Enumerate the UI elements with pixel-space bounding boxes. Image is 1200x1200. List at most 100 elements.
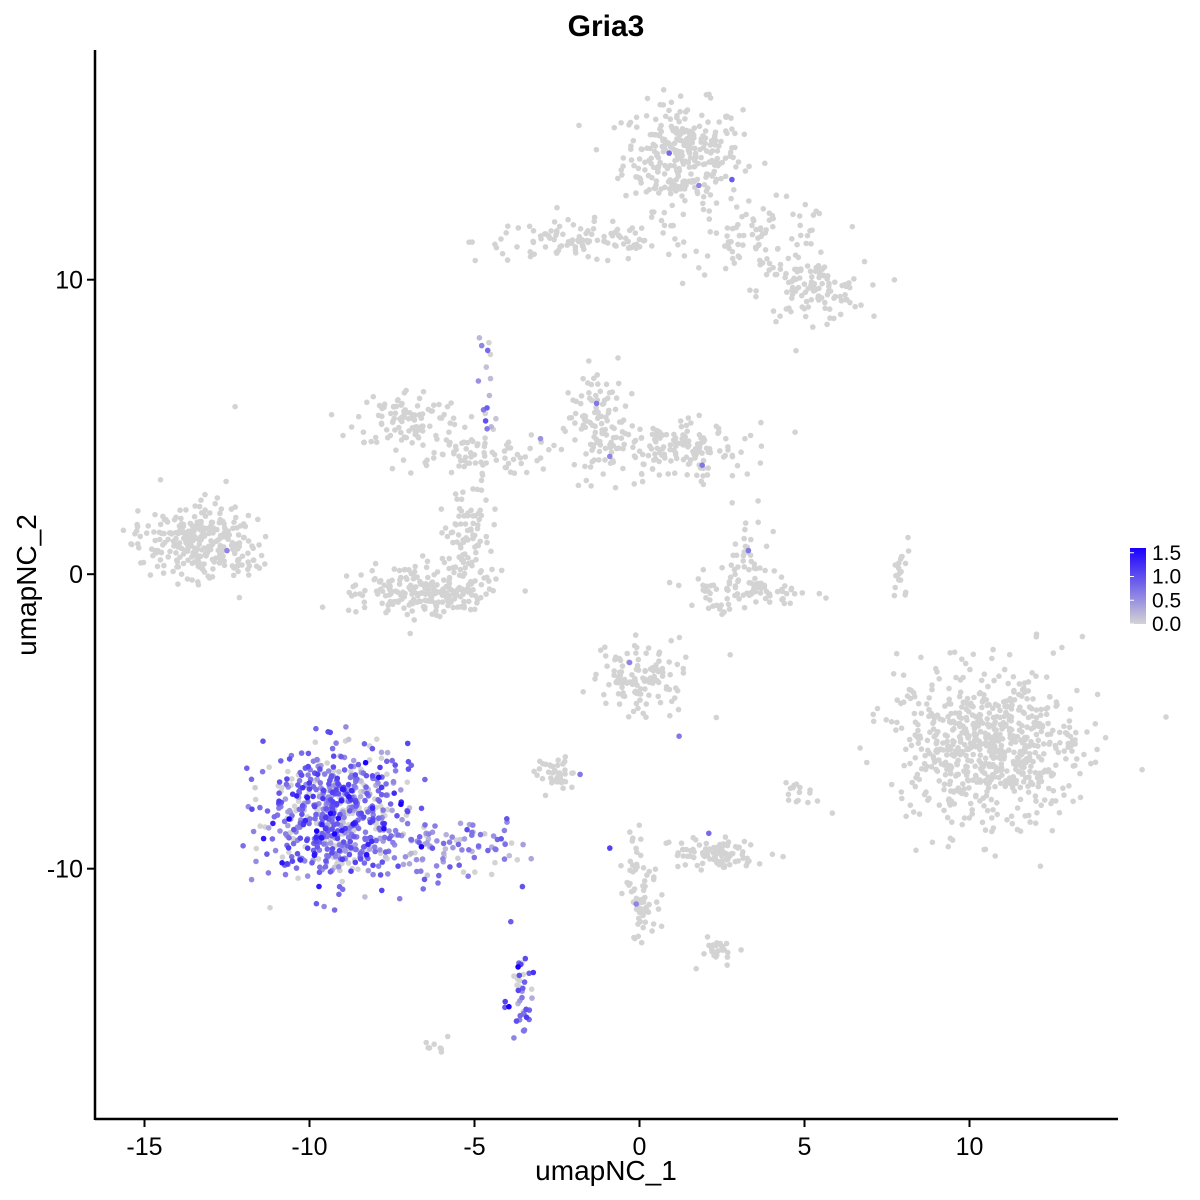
cell-point [894,719,900,726]
cell-point [438,1049,445,1055]
cell-point [707,192,714,198]
cell-point [484,539,490,546]
cell-point [313,838,320,845]
cell-point [433,432,439,439]
cell-point [650,425,656,432]
cell-point [650,141,657,148]
cell-point [680,211,687,218]
cell-point [642,667,648,674]
cell-point [924,737,931,744]
cell-point [328,411,335,418]
cell-point [751,561,758,567]
cell-point [650,164,657,171]
cell-point [502,455,508,462]
cell-point [376,815,382,821]
cell-point [1034,810,1040,816]
cell-point [977,689,983,696]
cell-point [333,740,339,746]
cell-point [253,858,259,865]
cell-point [741,131,748,138]
cell-point [543,761,549,768]
cell-point [1088,760,1094,767]
cell-point [489,566,495,573]
cell-point [1005,680,1011,687]
cell-point [1016,681,1023,687]
cell-point [651,874,657,880]
cell-point [554,204,560,211]
cell-point [475,843,482,849]
cell-point [477,594,484,601]
cell-point [732,130,738,137]
cell-point [392,768,399,774]
cell-point [707,229,713,235]
cell-point [757,460,764,466]
cell-point [217,532,224,539]
cell-point [673,188,679,194]
cell-point [335,815,342,822]
cell-point [231,519,237,525]
cell-point [729,126,735,132]
cell-point [461,836,468,842]
cell-point [753,293,759,300]
cell-point [638,225,645,231]
cell-point [582,424,589,431]
cell-point [600,471,606,477]
cell-point [160,542,166,548]
cell-point [498,836,505,842]
cell-point [438,506,445,512]
cell-point [681,439,688,446]
cell-point [930,720,936,727]
cell-point [158,549,165,556]
cell-point [346,794,352,800]
cell-point [667,442,674,448]
cell-point [915,727,921,734]
cell-point [635,705,641,712]
cell-point [864,759,870,766]
cell-point [465,873,472,879]
cell-point [699,112,705,119]
cell-point [871,313,877,320]
cell-point [404,808,411,815]
cell-point [404,611,411,618]
cell-point [388,410,394,417]
cell-point [660,102,667,108]
cell-point [377,847,383,853]
cell-point [674,687,681,694]
cell-point [240,534,247,541]
cell-point [964,777,971,783]
cell-point [1010,674,1017,680]
cell-point [700,457,707,464]
cell-point [399,816,405,823]
cell-point [783,193,790,200]
cell-point [348,763,354,770]
cell-point [962,660,969,667]
cell-point [612,406,619,413]
cell-point [816,285,822,292]
cell-point [897,577,904,583]
cell-point [766,210,773,216]
cell-point [362,894,368,900]
cell-point [696,182,702,189]
cell-point [456,513,462,519]
cell-point [1024,696,1030,702]
cell-point [1011,749,1017,756]
cell-point [984,716,990,722]
cell-point [637,697,643,703]
cell-point [645,645,652,651]
cell-point [641,678,648,684]
cell-point [1029,670,1035,676]
cell-point [472,257,479,264]
cell-point [783,590,790,597]
cell-point [1025,783,1031,789]
cell-point [128,541,134,547]
cell-point [660,87,667,93]
cell-point [609,457,616,464]
cell-point [658,923,665,930]
cell-point [763,227,769,233]
cell-point [389,601,396,608]
cell-point [653,439,659,445]
cell-point [173,550,179,556]
cell-point [757,565,763,571]
cell-point [728,195,734,202]
cell-point [376,798,383,804]
